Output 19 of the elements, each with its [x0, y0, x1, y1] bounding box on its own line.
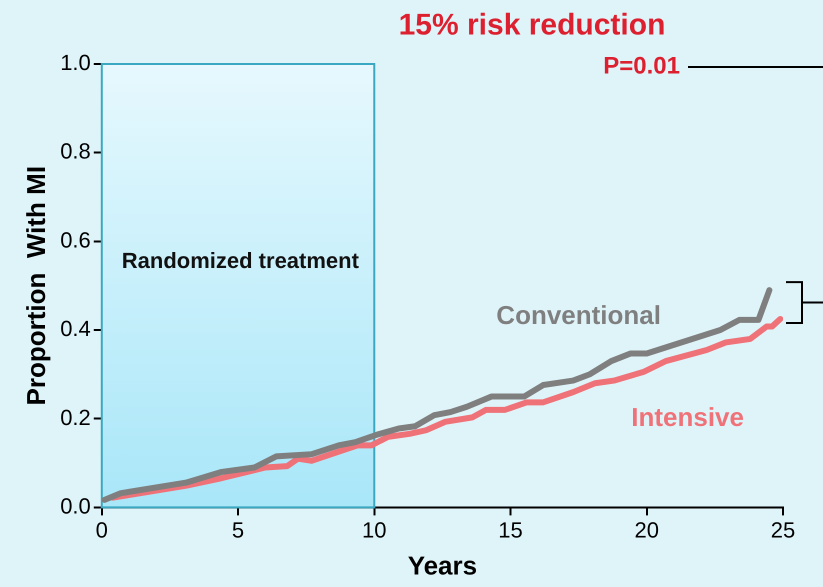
- x-tick-label: 0: [96, 518, 108, 543]
- y-tick-label: 0.2: [60, 404, 91, 430]
- annotation: P=0.01: [603, 52, 680, 80]
- x-tick-label: 25: [770, 518, 796, 543]
- x-tick-label: 15: [498, 518, 523, 543]
- chart-title: 15% risk reduction: [398, 8, 666, 42]
- series-label: Intensive: [631, 402, 744, 432]
- x-tick-label: 20: [634, 518, 659, 543]
- y-tick-label: 0.0: [60, 493, 91, 518]
- y-tick-label: 1.0: [60, 50, 91, 76]
- y-tick-label: 0.8: [60, 138, 91, 164]
- y-axis-title: Proportion With MI: [20, 166, 51, 406]
- y-tick-label: 0.4: [60, 316, 91, 342]
- x-tick-label: 10: [362, 518, 387, 543]
- band-label: Randomized treatment: [122, 248, 360, 273]
- series-label: Conventional: [496, 300, 661, 330]
- y-tick-label: 0.6: [60, 227, 91, 252]
- x-axis-title: Years: [408, 550, 478, 581]
- x-tick-label: 5: [232, 518, 244, 543]
